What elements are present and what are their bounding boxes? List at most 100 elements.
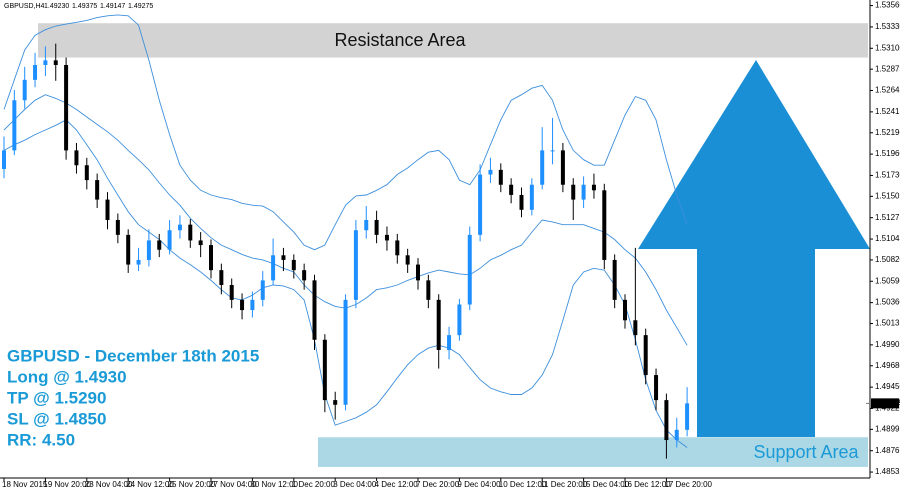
trade-note-line: RR: 4.50 (7, 430, 75, 449)
y-tick-label: 1.49905 (875, 340, 900, 349)
y-tick-label: 1.48535 (875, 467, 900, 476)
header-value: 1.49275 (128, 3, 153, 10)
candle-body (167, 230, 172, 250)
candle-body (560, 150, 565, 185)
candle-body (177, 224, 182, 231)
candle-body (126, 234, 131, 265)
candle-body (591, 184, 596, 191)
header-value: 1.49375 (72, 3, 97, 10)
candle-body (333, 400, 338, 405)
candle-body (654, 375, 659, 401)
y-tick-label: 1.51730 (875, 171, 900, 180)
y-tick-label: 1.50135 (875, 319, 900, 328)
y-tick-label: 1.52415 (875, 107, 900, 116)
y-tick-label: 1.53100 (875, 43, 900, 52)
candle-body (685, 403, 690, 430)
zones: Resistance Area Support Area (38, 23, 868, 467)
candle-body (281, 255, 286, 260)
candle-body (602, 190, 607, 260)
trade-note-line: GBPUSD - December 18th 2015 (7, 346, 259, 365)
last-price-box (871, 398, 899, 409)
candle-body (33, 64, 38, 80)
x-tick-label: 17 Dec 20:00 (664, 480, 712, 489)
last-price-label: 1.49275 (874, 398, 900, 407)
x-tick-label: 4 Dec 12:00 (375, 480, 419, 489)
zone (38, 23, 868, 58)
candle-body (467, 234, 472, 305)
x-tick-label: 30 Nov 12:00 (250, 480, 298, 489)
candle-body (384, 234, 389, 241)
y-tick-label: 1.48995 (875, 424, 900, 433)
candle-body (498, 169, 503, 185)
x-tick-label: 7 Dec 20:00 (416, 480, 460, 489)
candle-body (43, 60, 48, 65)
trade-note: GBPUSD - December 18th 2015 Long @ 1.4930… (7, 346, 259, 449)
x-tick-label: 19 Nov 20:00 (43, 480, 91, 489)
x-tick-label: 3 Dec 04:00 (333, 480, 377, 489)
x-tick-label: 25 Nov 20:00 (168, 480, 216, 489)
candle-body (12, 100, 17, 151)
candle-body (136, 259, 141, 265)
y-tick-label: 1.49680 (875, 361, 900, 370)
zone (318, 437, 868, 467)
candle-body (353, 230, 358, 300)
y-tick-label: 1.53560 (875, 1, 900, 10)
candle-body (105, 199, 110, 221)
candle-body (478, 174, 483, 235)
bollinger-band (3, 14, 688, 251)
candle-body (302, 270, 307, 281)
candle-body (571, 184, 576, 200)
candle-body (260, 280, 265, 300)
candle-body (395, 240, 400, 256)
y-tick-label: 1.51505 (875, 191, 900, 200)
candle-body (74, 150, 79, 166)
y-tick-label: 1.50360 (875, 298, 900, 307)
up-arrow (638, 60, 870, 437)
x-tick-label: 9 Dec 04:00 (457, 480, 501, 489)
candle-body (540, 150, 545, 185)
y-tick-label: 1.52645 (875, 86, 900, 95)
candle-body (343, 299, 348, 405)
header-ohlc: 1.49230 1.49375 1.49147 1.49275 (44, 3, 153, 10)
y-tick-label: 1.53330 (875, 22, 900, 31)
x-tick-label: 15 Dec 04:00 (582, 480, 630, 489)
candle-body (405, 255, 410, 265)
candle-body (612, 259, 617, 300)
candle-body (188, 224, 193, 241)
candle-body (64, 64, 69, 151)
candle-body (374, 220, 379, 235)
candle-body (95, 180, 100, 200)
candle-body (240, 299, 245, 311)
candle-body (664, 400, 669, 441)
x-tick-label: 10 Dec 12:00 (499, 480, 547, 489)
candle-body (436, 299, 441, 350)
candle-body (312, 280, 317, 340)
candle-body (674, 429, 679, 441)
candle-body (271, 255, 276, 281)
candle-body (488, 169, 493, 175)
y-tick-label: 1.51045 (875, 234, 900, 243)
candle-body (457, 304, 462, 336)
candle-body (198, 240, 203, 246)
candle-body (509, 184, 514, 195)
candle-body (519, 194, 524, 210)
y-tick-label: 1.50590 (875, 276, 900, 285)
bollinger-band (3, 119, 688, 448)
candle-body (250, 299, 255, 311)
candle-body (209, 245, 213, 271)
y-tick-label: 1.52190 (875, 128, 900, 137)
y-tick-label: 1.50820 (875, 255, 900, 264)
header-value: 1.49230 (44, 3, 69, 10)
candle-body (229, 284, 234, 300)
x-tick-label: 27 Nov 04:00 (209, 480, 257, 489)
trade-note-line: TP @ 1.5290 (7, 388, 106, 407)
candle-body (84, 165, 89, 181)
candle-body (633, 320, 638, 336)
x-tick-label: 18 Nov 2015 (2, 480, 48, 489)
x-tick-label: 11 Dec 20:00 (540, 480, 588, 489)
candle-body (529, 184, 534, 210)
x-tick-label: 23 Nov 04:00 (85, 480, 133, 489)
candle-body (643, 335, 648, 376)
